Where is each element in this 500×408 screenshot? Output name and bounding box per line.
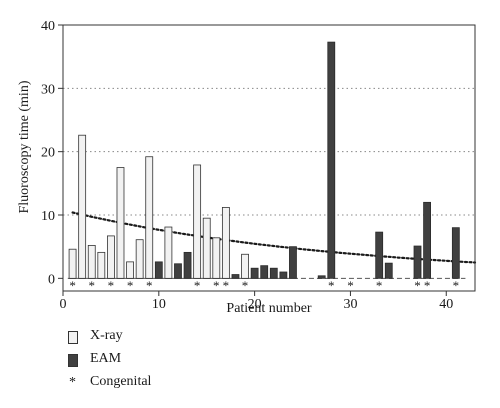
congenital-marker: * — [223, 278, 230, 293]
ticks: 0 10 20 30 40 0 10 20 30 40 — [41, 19, 453, 312]
trend-line — [71, 211, 477, 264]
congenital-marker: * — [376, 278, 383, 293]
y-tick-label: 30 — [41, 82, 55, 97]
eam-bar — [174, 263, 182, 279]
xray-bar — [135, 239, 144, 279]
eam-bar — [154, 261, 163, 279]
eam-bar — [260, 265, 269, 279]
xray-swatch — [68, 331, 78, 344]
eam-bar — [183, 251, 192, 279]
eam-bar — [289, 246, 297, 279]
eam-bar — [451, 227, 460, 279]
y-tick-label: 0 — [48, 272, 55, 287]
plot-frame — [62, 24, 476, 292]
legend-label-congenital: Congenital — [90, 374, 152, 389]
axes — [62, 24, 476, 292]
congenital-marker: * — [414, 278, 421, 293]
eam-swatch — [68, 354, 78, 367]
congenital-marker: * — [194, 278, 201, 293]
xray-bar — [164, 226, 173, 279]
congenital-marker: * — [88, 278, 95, 293]
bars — [68, 41, 460, 279]
xray-bar — [221, 206, 230, 279]
congenital-marker: * — [146, 278, 153, 293]
congenital-marker: * — [328, 278, 335, 293]
xray-bar — [68, 248, 77, 279]
congenital-markers: * * * * * * * * * * * * * * * — [69, 278, 459, 293]
eam-bar — [384, 262, 393, 279]
xray-bar — [145, 156, 154, 279]
legend-label-xray: X-ray — [90, 328, 123, 343]
xray-bar — [241, 253, 249, 279]
x-tick-label: 0 — [60, 297, 67, 312]
eam-bar — [317, 275, 326, 279]
x-tick-label: 10 — [152, 297, 166, 312]
trend-layer — [71, 211, 477, 264]
x-tick-label: 20 — [248, 297, 262, 312]
x-axis-title: Patient number — [226, 301, 311, 316]
congenital-marker: * — [424, 278, 431, 293]
x-tick-label: 30 — [343, 297, 357, 312]
congenital-marker: * — [347, 278, 354, 293]
eam-bar — [250, 267, 259, 279]
eam-bar — [413, 245, 422, 279]
x-tick-label: 40 — [439, 297, 453, 312]
y-axis-title: Fluoroscopy time (min) — [17, 80, 32, 213]
congenital-marker: * — [127, 278, 134, 293]
xray-bar — [202, 217, 211, 279]
eam-bar — [375, 231, 384, 279]
congenital-marker: * — [242, 278, 249, 293]
eam-bar — [423, 201, 431, 279]
y-tick-label: 10 — [41, 209, 55, 224]
congenital-star-icon: * — [69, 375, 76, 390]
y-tick-label: 40 — [41, 19, 55, 34]
congenital-marker: * — [69, 278, 76, 293]
congenital-marker: * — [213, 278, 220, 293]
xray-bar — [126, 261, 134, 279]
y-tick-label: 20 — [41, 146, 55, 161]
eam-bar — [327, 41, 336, 279]
congenital-marker: * — [453, 278, 460, 293]
xray-bar — [107, 235, 115, 279]
gridlines — [63, 24, 475, 279]
xray-bar — [78, 134, 87, 279]
congenital-marker: * — [108, 278, 115, 293]
legend-label-eam: EAM — [90, 351, 122, 366]
xray-bar — [116, 167, 125, 279]
eam-bar — [269, 267, 278, 279]
xray-bar — [212, 237, 221, 279]
xray-bar — [87, 244, 96, 279]
eam-bar — [231, 274, 240, 279]
eam-bar — [279, 271, 288, 279]
xray-bar — [97, 251, 106, 279]
xray-bar — [193, 164, 202, 279]
